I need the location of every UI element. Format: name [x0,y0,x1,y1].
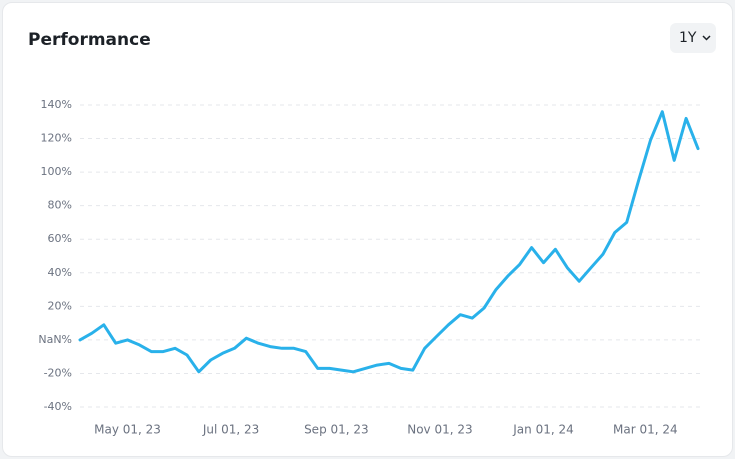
card-title: Performance [28,30,151,50]
x-tick-label: Sep 01, 23 [304,423,369,437]
range-label[interactable]: 1Y [679,30,697,46]
y-tick-label: 100% [41,165,72,178]
y-tick-label: 140% [41,98,72,111]
range-dropdown[interactable]: 1Y [670,23,716,53]
y-tick-label: -40% [44,400,72,413]
x-tick-label: Nov 01, 23 [407,423,472,437]
x-tick-label: Jul 01, 23 [202,423,259,437]
y-tick-label: 20% [48,299,72,312]
x-tick-label: Mar 01, 24 [613,423,678,437]
x-tick-label: Jan 01, 24 [512,423,573,437]
y-tick-label: -20% [44,366,72,379]
y-tick-label: 80% [48,199,72,212]
series-line [78,110,700,374]
x-tick-label: May 01, 23 [94,423,161,437]
y-tick-label: 60% [48,232,72,245]
y-tick-label: 40% [48,266,72,279]
y-tick-label: NaN% [38,333,72,346]
y-tick-label: 120% [41,132,72,145]
chevron-icon[interactable] [702,35,711,41]
